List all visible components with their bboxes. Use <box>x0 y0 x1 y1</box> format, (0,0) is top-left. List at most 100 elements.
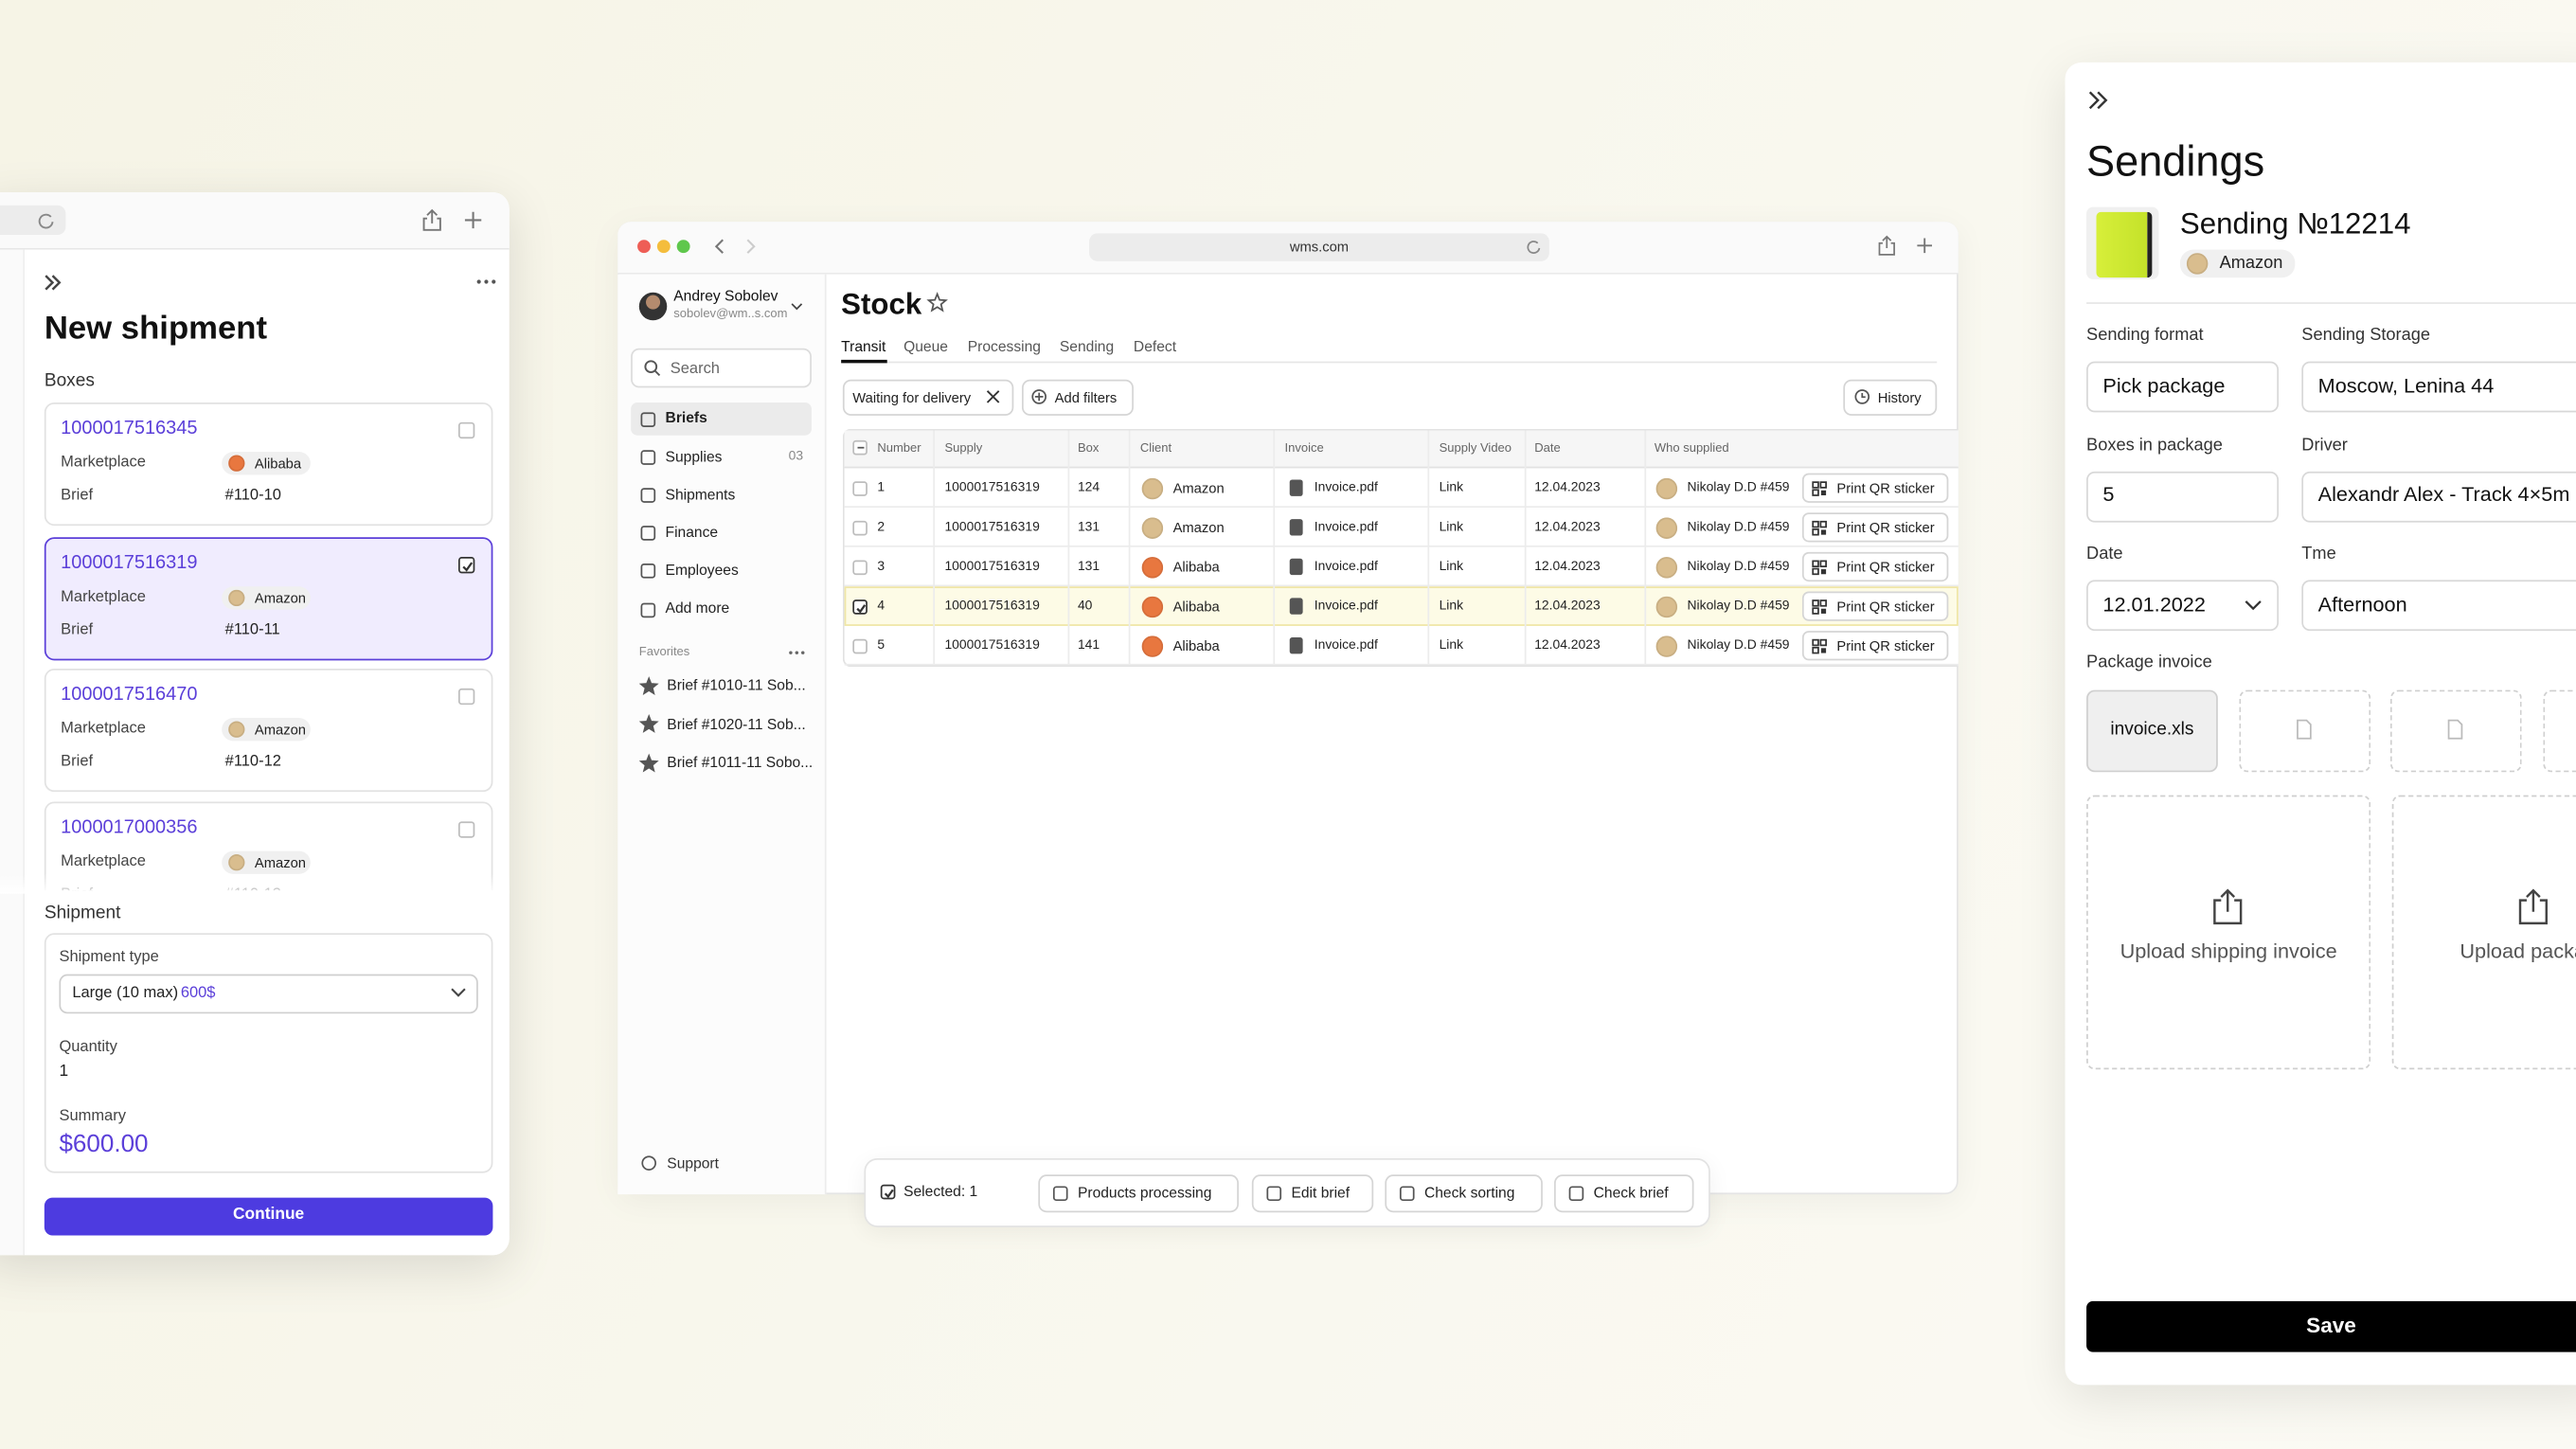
save-button[interactable] <box>2086 1300 2576 1352</box>
marketplace-logo <box>228 854 245 871</box>
nav-item[interactable]: Supplies <box>665 447 723 465</box>
collapse-icon[interactable] <box>2086 89 2109 112</box>
table-row[interactable] <box>844 626 1959 666</box>
client-name: Amazon <box>1172 518 1225 536</box>
tab[interactable]: Processing <box>967 339 1041 356</box>
qr-icon <box>1812 520 1827 535</box>
invoice-tile[interactable] <box>2086 689 2218 773</box>
field-input[interactable] <box>2301 470 2576 522</box>
marketplace-logo <box>1655 635 1678 657</box>
window-dot[interactable] <box>637 240 651 254</box>
print-button[interactable] <box>1801 512 1949 543</box>
column-separator <box>1128 430 1131 666</box>
more-icon[interactable] <box>476 279 496 284</box>
field-label: Tme <box>2301 545 2336 564</box>
action-icon <box>1052 1186 1068 1202</box>
collapse-icon[interactable] <box>43 273 63 293</box>
back-icon[interactable] <box>713 239 726 255</box>
print-button[interactable] <box>1801 473 1949 503</box>
checkbox[interactable] <box>852 599 868 614</box>
checkbox[interactable] <box>852 559 868 575</box>
field-label: Brief <box>61 752 94 771</box>
field-input[interactable] <box>2301 580 2576 632</box>
field-value: Moscow, Lenina 44 <box>2317 374 2495 398</box>
checkbox[interactable] <box>852 480 868 496</box>
window-dot[interactable] <box>676 240 690 254</box>
filter-chip[interactable] <box>842 379 1014 416</box>
table-cell: 40 <box>1077 598 1093 614</box>
supplier: Nikolay D.D #459 <box>1687 637 1790 653</box>
user-email: sobolev@wm..s.com <box>673 306 788 321</box>
url-bar[interactable] <box>1089 233 1549 261</box>
star-icon <box>638 676 659 696</box>
action-button[interactable] <box>1554 1174 1694 1213</box>
nav-item[interactable]: Finance <box>665 524 719 541</box>
column-separator <box>1524 430 1527 666</box>
print-button[interactable] <box>1801 631 1949 661</box>
plus-icon[interactable] <box>1917 238 1932 254</box>
nav-badge: 03 <box>788 448 804 464</box>
nav-item[interactable]: Shipments <box>665 486 736 503</box>
field-input[interactable] <box>2301 361 2576 413</box>
tab[interactable]: Queue <box>903 339 948 356</box>
table-row[interactable] <box>844 468 1959 509</box>
upload-zone[interactable] <box>2086 795 2371 1070</box>
action-button[interactable] <box>1385 1174 1543 1213</box>
checkbox[interactable] <box>457 821 475 838</box>
history-button[interactable] <box>1843 379 1938 416</box>
checkbox[interactable] <box>457 557 475 574</box>
support-link[interactable]: Support <box>667 1154 719 1172</box>
favorite-item[interactable]: Brief #1011-11 Sobo... <box>667 754 814 771</box>
invoice-slot[interactable] <box>2389 689 2522 773</box>
window-dot[interactable] <box>656 240 671 254</box>
table-row[interactable] <box>844 547 1959 587</box>
nav-item[interactable]: Add more <box>665 599 730 617</box>
checkbox[interactable] <box>880 1184 896 1200</box>
shipment-card <box>44 933 493 1173</box>
search-box[interactable] <box>631 348 812 388</box>
reload-icon <box>1527 241 1541 254</box>
continue-button[interactable] <box>44 1197 493 1236</box>
shipment-type-select[interactable] <box>59 974 478 1014</box>
print-button[interactable] <box>1801 551 1949 582</box>
favorite-item[interactable]: Brief #1020-11 Sob... <box>667 715 806 733</box>
table-row[interactable] <box>844 508 1959 547</box>
table-cell: 1 <box>877 479 886 495</box>
action-button[interactable] <box>1038 1174 1239 1213</box>
remove-filter-icon[interactable] <box>986 390 1000 403</box>
tab[interactable]: Transit <box>841 339 886 356</box>
share-icon[interactable] <box>1878 235 1896 257</box>
table-cell: Link <box>1439 637 1464 653</box>
nav-item[interactable]: Briefs <box>665 409 707 426</box>
add-filters-button[interactable] <box>1021 379 1134 416</box>
supplier: Nikolay D.D #459 <box>1687 558 1790 574</box>
upload-icon <box>2213 888 2243 925</box>
upload-label: Upload package <box>2460 939 2576 963</box>
tab[interactable]: Sending <box>1059 339 1115 356</box>
share-icon[interactable] <box>422 208 442 231</box>
print-button[interactable] <box>1801 591 1949 621</box>
favorite-item[interactable]: Brief #1010-11 Sob... <box>667 677 806 694</box>
forward-icon[interactable] <box>744 239 758 255</box>
checkbox[interactable] <box>852 520 868 535</box>
select-price: 600$ <box>180 984 216 1003</box>
more-icon[interactable] <box>789 651 805 655</box>
plus-icon[interactable] <box>464 211 482 229</box>
table-row[interactable] <box>844 586 1959 626</box>
checkbox[interactable] <box>457 421 475 439</box>
invoice-slot[interactable] <box>2543 689 2576 773</box>
file-icon <box>1289 558 1303 576</box>
marketplace-logo <box>2186 253 2209 275</box>
nav-item[interactable]: Employees <box>665 562 739 579</box>
tab[interactable]: Defect <box>1133 339 1177 356</box>
checkbox[interactable] <box>852 637 868 653</box>
invoice-slot[interactable] <box>2239 689 2371 773</box>
checkbox[interactable] <box>457 688 475 706</box>
chevron-down[interactable] <box>790 302 803 311</box>
upload-label: Upload shipping invoice <box>2120 939 2337 963</box>
field-input[interactable] <box>2086 361 2280 413</box>
field-input[interactable] <box>2086 470 2280 522</box>
upload-zone[interactable] <box>2391 795 2576 1070</box>
action-button[interactable] <box>1251 1174 1374 1213</box>
field-input[interactable] <box>2086 580 2280 632</box>
